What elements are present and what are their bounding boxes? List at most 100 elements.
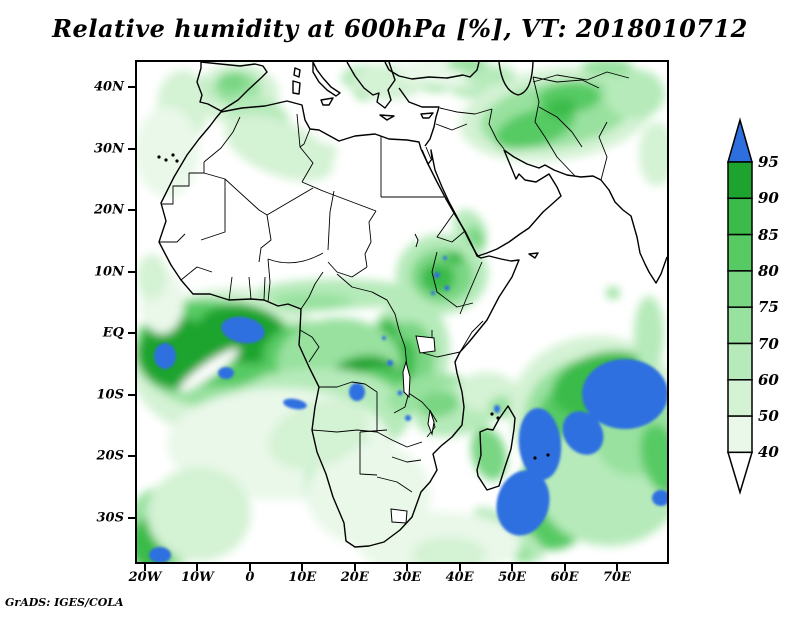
humidity-max-blob <box>443 256 447 260</box>
humidity-blob <box>640 423 667 495</box>
grads-attribution: GrADS: IGES/COLA <box>5 596 124 609</box>
x-axis-tick <box>458 564 461 571</box>
humidity-max-blob <box>562 411 604 455</box>
y-axis-tick <box>128 270 135 273</box>
x-axis-tick <box>144 564 146 571</box>
x-axis-label: 40E <box>445 570 474 585</box>
island-dot <box>490 412 494 416</box>
y-axis-tick <box>128 147 135 150</box>
border-path <box>359 429 388 433</box>
colorbar-segment <box>727 379 753 417</box>
humidity-max-blob <box>154 343 176 369</box>
humidity-max-blob <box>444 285 450 291</box>
humidity-max-blob <box>397 390 403 396</box>
colorbar-label: 60 <box>758 370 779 389</box>
x-axis-tick <box>248 564 251 571</box>
y-axis-tick <box>128 332 135 334</box>
x-axis-label: 10W <box>181 570 214 585</box>
x-axis-label: 20W <box>128 570 162 585</box>
humidity-blob <box>581 62 633 77</box>
coastline-path <box>196 62 268 112</box>
colorbar-above-max-arrow <box>727 117 753 163</box>
border-path <box>200 179 226 241</box>
humidity-max-blob <box>218 367 234 379</box>
colorbar-segment <box>727 415 753 454</box>
humidity-max-blob <box>494 405 500 413</box>
y-axis-tick <box>128 393 135 396</box>
x-axis-label: 0 <box>245 570 255 585</box>
humidity-max-blob <box>518 408 562 480</box>
colorbar-label: 85 <box>758 225 779 244</box>
coastline-path <box>498 62 534 96</box>
humidity-blob <box>421 263 455 293</box>
x-axis-label: 70E <box>602 570 631 585</box>
border-path <box>327 261 368 278</box>
x-axis-label: 20E <box>340 570 369 585</box>
border-path <box>299 146 314 183</box>
border-path <box>406 391 438 423</box>
border-path <box>228 276 233 301</box>
border-path <box>301 181 377 212</box>
border-path <box>435 123 468 131</box>
humidity-max-blob <box>582 359 667 429</box>
coastline-path <box>384 62 390 71</box>
border-path <box>327 190 335 251</box>
border-path <box>532 76 600 89</box>
colorbar-legend <box>722 114 766 504</box>
y-axis-label: 10N <box>94 264 124 279</box>
colorbar-segment <box>727 161 753 200</box>
colorbar-label: 80 <box>758 261 779 280</box>
coastline-path <box>320 97 334 106</box>
coastline-path <box>346 62 396 109</box>
x-axis-tick <box>511 564 514 571</box>
coastline-path <box>388 62 480 80</box>
humidity-max-blob <box>221 316 265 344</box>
border-path <box>422 351 461 358</box>
colorbar-label: 95 <box>758 153 779 171</box>
y-axis-label: 10S <box>96 387 124 402</box>
humidity-max-blob <box>434 272 440 278</box>
humidity-blob <box>137 254 167 300</box>
coastline-path <box>293 67 301 78</box>
humidity-blob <box>471 427 507 481</box>
humidity-blob <box>446 251 464 265</box>
border-path <box>459 320 484 353</box>
colorbar-label: 40 <box>758 443 779 462</box>
island-dot <box>533 456 537 460</box>
humidity-blob <box>306 143 338 161</box>
humidity-max-blob <box>349 383 365 401</box>
border-path <box>300 271 324 310</box>
island-dot <box>157 155 161 159</box>
x-axis-label: 30E <box>393 570 422 585</box>
x-axis-tick <box>615 564 618 571</box>
humidity-blob <box>546 98 576 118</box>
y-axis-tick <box>128 209 135 211</box>
y-axis-tick <box>128 86 135 88</box>
border-path <box>436 212 466 243</box>
border-path <box>299 128 311 148</box>
humidity-blob <box>137 107 199 197</box>
border-path <box>159 233 186 243</box>
humidity-max-blob <box>283 398 307 410</box>
coastline-path <box>476 405 516 491</box>
colorbar-label: 90 <box>758 189 779 208</box>
x-axis-tick <box>353 564 356 571</box>
border-path <box>263 276 266 301</box>
lake-path <box>427 409 435 436</box>
colorbar-segment <box>727 342 753 381</box>
border-path <box>299 329 320 363</box>
humidity-blob <box>639 122 667 186</box>
border-path <box>436 291 474 308</box>
x-axis-tick <box>563 564 566 571</box>
humidity-blob <box>412 537 486 562</box>
border-path <box>203 116 241 163</box>
colorbar-label: 50 <box>758 407 779 426</box>
lake-path <box>415 335 436 354</box>
coastline-path <box>420 112 434 119</box>
humidity-blob <box>418 390 460 418</box>
humidity-blob <box>605 69 665 119</box>
x-axis-label: 50E <box>498 570 527 585</box>
humidity-max-blob <box>382 336 386 340</box>
border-path <box>431 251 438 293</box>
